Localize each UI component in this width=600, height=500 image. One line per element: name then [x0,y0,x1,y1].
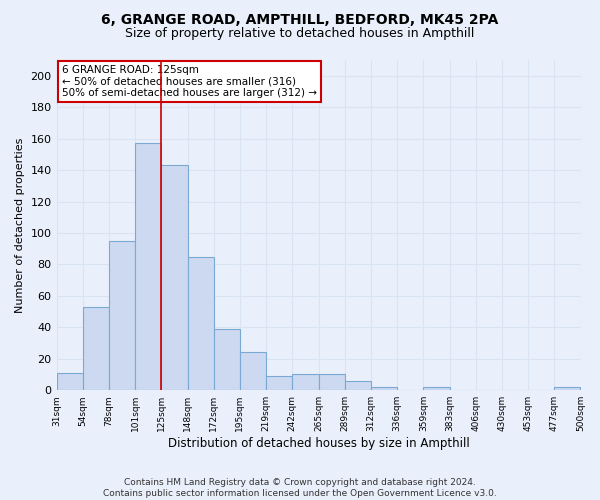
Bar [266,376,292,390]
Bar [424,387,449,390]
Bar [554,387,580,390]
Text: 6, GRANGE ROAD, AMPTHILL, BEDFORD, MK45 2PA: 6, GRANGE ROAD, AMPTHILL, BEDFORD, MK45 … [101,12,499,26]
Bar [214,329,240,390]
Bar [292,374,319,390]
Bar [345,381,371,390]
Bar [109,241,135,390]
Bar [188,256,214,390]
Text: Contains HM Land Registry data © Crown copyright and database right 2024.
Contai: Contains HM Land Registry data © Crown c… [103,478,497,498]
Text: Size of property relative to detached houses in Ampthill: Size of property relative to detached ho… [125,28,475,40]
Bar [371,387,397,390]
Y-axis label: Number of detached properties: Number of detached properties [15,138,25,313]
Bar [240,352,266,390]
X-axis label: Distribution of detached houses by size in Ampthill: Distribution of detached houses by size … [167,437,469,450]
Bar [319,374,345,390]
Bar [83,307,109,390]
Bar [56,373,83,390]
Bar [161,166,188,390]
Bar [135,144,161,390]
Text: 6 GRANGE ROAD: 125sqm
← 50% of detached houses are smaller (316)
50% of semi-det: 6 GRANGE ROAD: 125sqm ← 50% of detached … [62,65,317,98]
